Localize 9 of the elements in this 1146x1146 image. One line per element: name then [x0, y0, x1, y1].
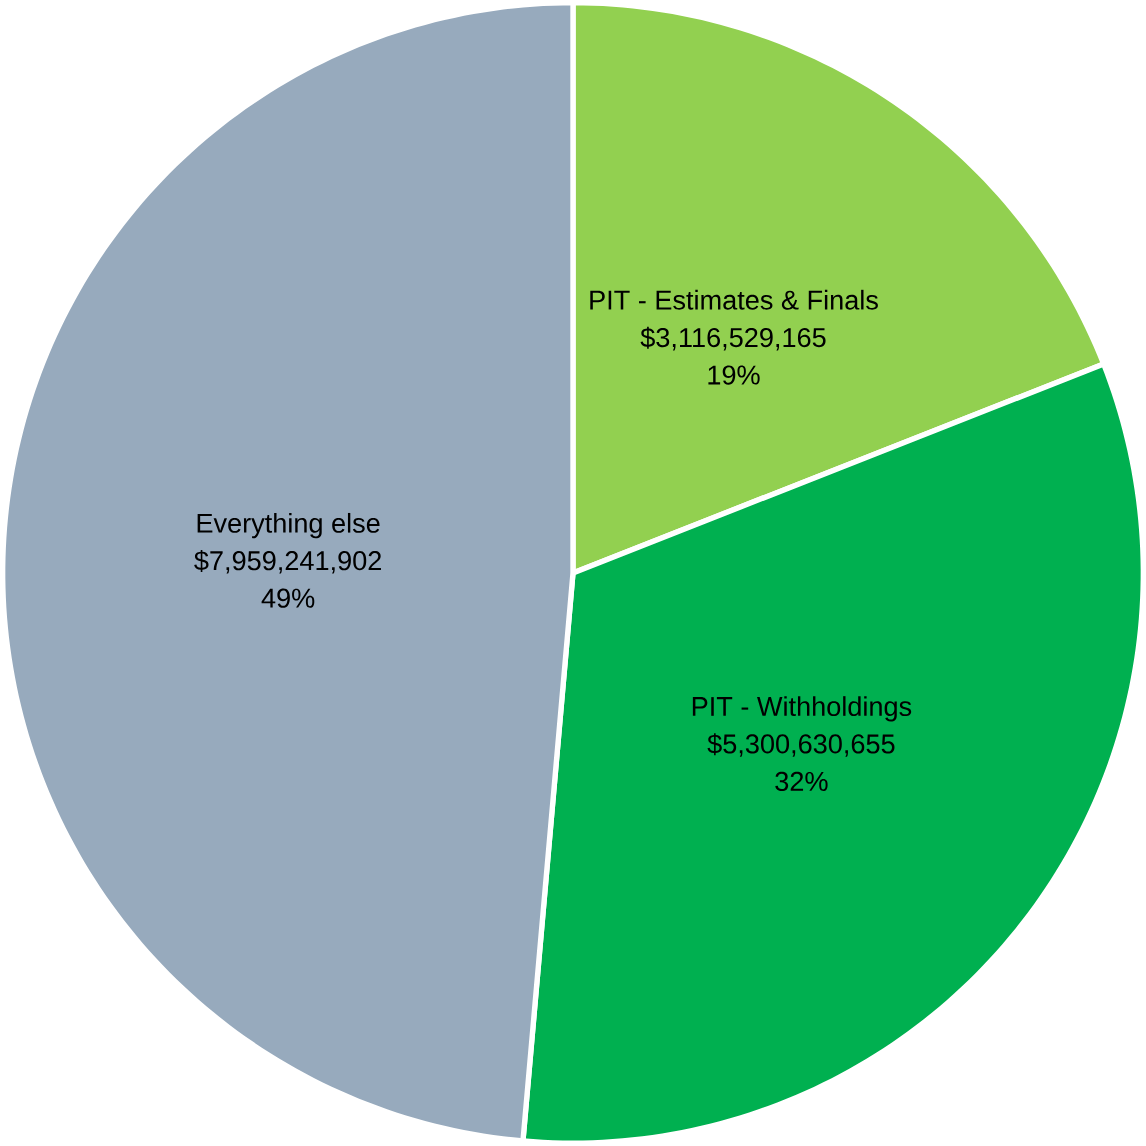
data-label: $5,300,630,655: [707, 733, 895, 757]
data-label: $7,959,241,902: [194, 550, 381, 574]
text: 19%: [708, 365, 760, 385]
slice-label: PIT - Estimates & Finals: [590, 289, 878, 310]
text: 49%: [261, 588, 315, 608]
slice-label: PIT - Withholdings: [692, 696, 912, 722]
text: 32%: [775, 771, 828, 792]
slice-label: Everything else: [197, 513, 380, 539]
data-label: $3,116,529,165: [640, 326, 826, 351]
